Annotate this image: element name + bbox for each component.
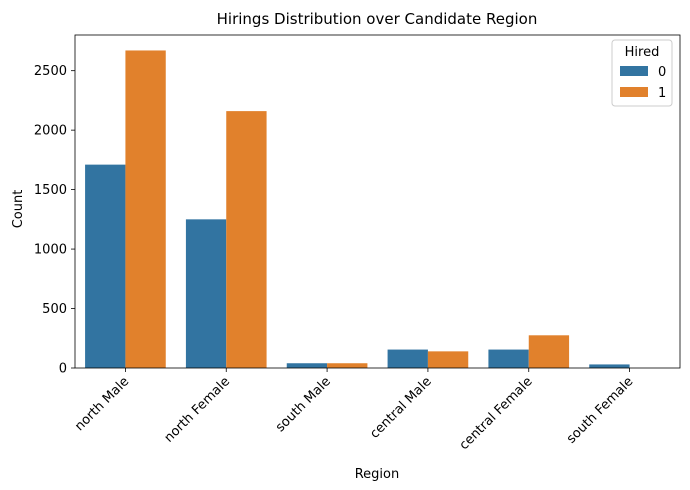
bar-central-female-hired-0 bbox=[488, 349, 529, 368]
bar-north-male-hired-0 bbox=[85, 164, 126, 368]
bar-north-female-hired-1 bbox=[226, 111, 267, 368]
legend-swatch-1 bbox=[620, 87, 648, 97]
bar-south-female-hired-0 bbox=[589, 364, 630, 368]
bar-south-male-hired-0 bbox=[286, 363, 328, 368]
y-tick-label: 0 bbox=[59, 362, 67, 377]
x-tick-label: south Female bbox=[564, 374, 636, 446]
legend: Hired 0 1 bbox=[611, 39, 673, 107]
x-tick-label: north Female bbox=[162, 374, 233, 445]
bar-central-female-hired-1 bbox=[528, 335, 570, 368]
bar-central-male-hired-1 bbox=[427, 351, 469, 368]
bar-central-male-hired-0 bbox=[387, 349, 428, 368]
legend-swatch-0 bbox=[620, 66, 648, 76]
bar-south-male-hired-1 bbox=[327, 363, 368, 368]
bar-north-male-hired-1 bbox=[125, 50, 166, 368]
y-tick-label: 1500 bbox=[34, 183, 67, 198]
chart-title: Hirings Distribution over Candidate Regi… bbox=[217, 10, 538, 28]
y-tick-label: 1000 bbox=[34, 243, 67, 258]
plot-frame bbox=[74, 34, 681, 369]
legend-label-0: 0 bbox=[658, 65, 666, 80]
x-tick-label: south Male bbox=[273, 374, 334, 435]
y-tick-label: 500 bbox=[42, 302, 67, 317]
x-tick-label: north Male bbox=[72, 374, 132, 434]
x-axis-label: Region bbox=[355, 467, 400, 482]
legend-label-1: 1 bbox=[658, 86, 666, 101]
y-tick-label: 2500 bbox=[34, 64, 67, 79]
x-tick-label: central Male bbox=[367, 374, 434, 441]
legend-title: Hired bbox=[625, 45, 660, 60]
y-axis-label: Count bbox=[11, 190, 26, 229]
y-tick-label: 2000 bbox=[34, 124, 67, 139]
x-axis: north Male north Female south Male central … bbox=[72, 368, 636, 453]
y-axis: 0 500 1000 1500 2000 2500 bbox=[34, 64, 75, 377]
plot-area bbox=[74, 34, 681, 369]
x-tick-label: central Female bbox=[457, 374, 536, 453]
bar-north-female-hired-0 bbox=[185, 219, 227, 368]
